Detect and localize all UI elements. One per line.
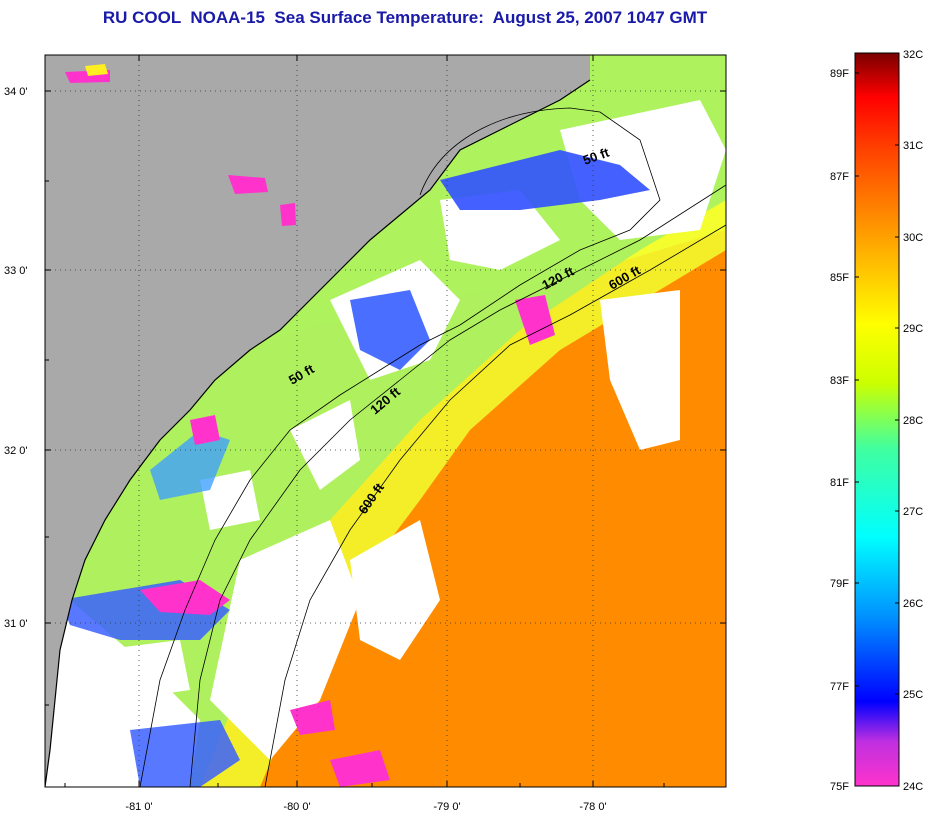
colorbar-c-label: 30C [903,232,923,244]
lon-label: -78 0' [579,801,606,813]
colorbar-f-label: 85F [830,272,849,284]
contour-120ft [189,184,726,787]
colorbar-f-label: 81F [830,477,849,489]
colorbar-f-label: 87F [830,171,849,183]
colorbar [854,52,900,787]
lon-label: -80 0' [283,801,310,813]
land-area [45,55,590,787]
lat-label: 34 0' [4,86,28,98]
axis-ticks [45,55,726,787]
colorbar-c-label: 24C [903,781,923,793]
graticule [45,55,726,787]
lon-label: -79 0' [433,801,460,813]
map-frame [44,54,727,788]
lat-label: 31 0' [4,618,28,630]
colorbar-c-label: 28C [903,415,923,427]
colorbar-f-label: 89F [830,68,849,80]
lat-label: 33 0' [4,265,28,277]
contour-50ft [139,107,661,787]
colorbar-f-label: 77F [830,681,849,693]
lat-label: 32 0' [4,445,28,457]
colorbar-c-label: 26C [903,598,923,610]
colorbar-c-label: 27C [903,506,923,518]
colorbar-c-label: 32C [903,49,923,61]
colorbar-c-label: 31C [903,140,923,152]
map-title: RU COOL NOAA-15 Sea Surface Temperature:… [102,8,708,27]
colorbar-f-label: 75F [830,781,849,793]
coastline [45,79,591,787]
colorbar-c-label: 25C [903,689,923,701]
lon-label: -81 0' [125,801,152,813]
colorbar-f-label: 79F [830,578,849,590]
colorbar-ticks [855,72,899,695]
contour-600ft [264,224,726,787]
colorbar-f-label: 83F [830,375,849,387]
colorbar-c-label: 29C [903,323,923,335]
